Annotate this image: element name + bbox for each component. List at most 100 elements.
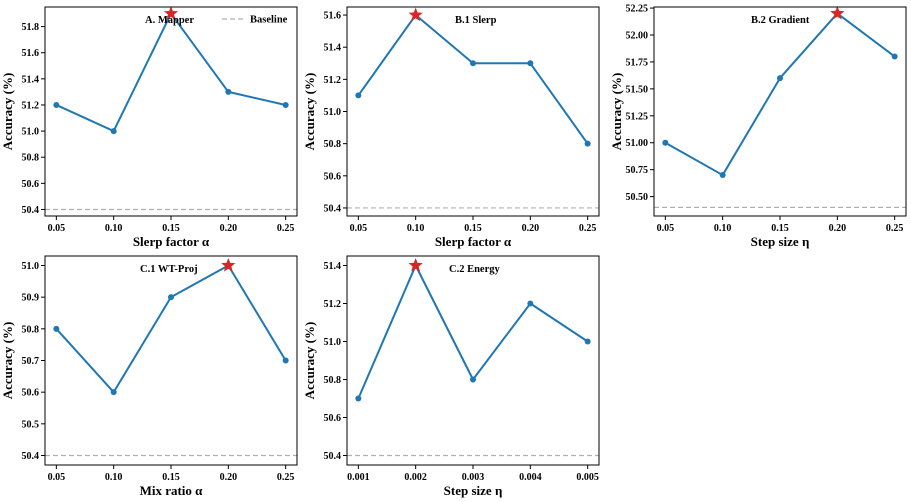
data-point: [891, 53, 898, 60]
x-tick-label: 0.10: [105, 223, 123, 234]
y-tick-label: 50.6: [324, 413, 342, 424]
best-point-star: [408, 7, 423, 22]
x-tick-label: 0.25: [277, 472, 295, 483]
y-axis-label: Accuracy (%): [0, 322, 15, 400]
y-tick-label: 51.0: [22, 127, 40, 138]
data-point: [355, 92, 362, 99]
legend-baseline-label: Baseline: [250, 15, 288, 26]
data-point: [584, 140, 591, 147]
data-point: [53, 101, 60, 108]
x-tick-label: 0.05: [657, 223, 675, 234]
y-tick-label: 51.25: [626, 111, 649, 122]
y-tick-label: 51.0: [324, 107, 342, 118]
x-tick-label: 0.005: [576, 472, 599, 483]
y-tick-label: 51.00: [626, 138, 649, 149]
x-tick-label: 0.20: [829, 223, 847, 234]
x-axis-label: Mix ratio α: [140, 483, 204, 498]
data-point: [470, 376, 476, 383]
chart-panel-2: 50.4 50.6 50.8 51.0 51.2 51.4 51.6 0.05 0.10 0.15…: [302, 6, 600, 249]
data-point: [110, 389, 117, 396]
y-tick-label: 50.8: [324, 375, 342, 386]
chart-panel-1: 50.4 50.6 50.8 51.0 51.2 51.4 51.6 51.8 0.05 0.10…: [0, 6, 298, 249]
x-tick-label: 0.004: [519, 472, 542, 483]
x-tick-label: 0.10: [105, 472, 123, 483]
y-tick-label: 51.8: [22, 22, 40, 33]
x-tick-label: 0.25: [277, 223, 295, 234]
panel-title: B.2 Gradient: [751, 15, 810, 26]
x-tick-label: 0.25: [886, 223, 904, 234]
data-point: [53, 325, 60, 332]
legend: Baseline: [222, 15, 288, 26]
x-tick-label: 0.15: [464, 223, 482, 234]
y-tick-label: 50.9: [22, 293, 40, 304]
y-tick-label: 51.4: [22, 74, 40, 85]
chart-panel-5: 50.4 50.6 50.8 51.0 51.2 51.4 0.001 0.002 0.003 0…: [302, 255, 600, 498]
y-tick-label: 50.50: [626, 192, 649, 203]
data-point: [470, 60, 476, 67]
y-tick-label: 51.6: [324, 11, 342, 22]
y-axis-label: Accuracy (%): [302, 322, 317, 400]
y-tick-label: 50.8: [324, 139, 342, 150]
panel-title: C.1 WT-Proj: [140, 264, 198, 275]
y-tick-label: 50.4: [22, 451, 40, 462]
y-tick-label: 50.8: [22, 324, 40, 335]
plot-frame: [346, 255, 600, 466]
y-tick-label: 50.4: [324, 203, 342, 214]
best-point-star: [408, 258, 423, 272]
plot-frame: [44, 6, 298, 217]
x-tick-label: 0.003: [462, 472, 485, 483]
x-tick-label: 0.20: [522, 223, 540, 234]
x-tick-label: 0.001: [347, 472, 370, 483]
y-tick-label: 50.5: [22, 419, 40, 430]
data-point: [282, 101, 289, 108]
x-tick-label: 0.10: [714, 223, 732, 234]
plot-frame: [653, 6, 907, 217]
y-tick-label: 51.0: [324, 337, 342, 348]
y-tick-label: 50.75: [626, 165, 649, 176]
data-point: [777, 75, 783, 82]
y-axis-label: Accuracy (%): [609, 73, 624, 151]
y-tick-label: 50.4: [324, 451, 342, 462]
y-tick-label: 50.7: [22, 356, 40, 367]
data-point: [168, 294, 174, 301]
x-tick-label: 0.15: [162, 223, 180, 234]
x-axis-label: Slerp factor α: [435, 234, 512, 249]
x-axis-label: Step size η: [751, 234, 810, 249]
x-tick-label: 0.25: [579, 223, 597, 234]
y-tick-label: 51.2: [22, 100, 40, 111]
x-tick-label: 0.05: [350, 223, 368, 234]
x-axis-label: Step size η: [444, 483, 503, 498]
y-tick-label: 52.25: [626, 4, 649, 15]
x-tick-label: 0.002: [404, 472, 427, 483]
y-tick-label: 50.6: [22, 388, 40, 399]
y-tick-label: 50.6: [22, 179, 40, 190]
best-point-star: [830, 5, 845, 20]
data-point: [662, 139, 669, 146]
x-axis-label: Slerp factor α: [133, 234, 210, 249]
data-point: [527, 60, 534, 67]
x-tick-label: 0.20: [220, 223, 238, 234]
data-point: [719, 172, 726, 179]
data-point: [584, 338, 591, 345]
y-tick-label: 51.6: [22, 48, 40, 59]
panel-title: B.1 Slerp: [455, 15, 497, 26]
y-axis-label: Accuracy (%): [302, 73, 317, 151]
y-tick-label: 50.8: [22, 153, 40, 164]
x-tick-label: 0.05: [48, 223, 66, 234]
y-tick-label: 51.2: [324, 299, 342, 310]
x-tick-label: 0.15: [771, 223, 789, 234]
chart-panel-3: 50.50 50.75 51.00 51.25 51.50 51.75 52.00 52.25…: [609, 4, 907, 249]
data-point: [282, 357, 289, 364]
y-tick-label: 51.4: [324, 261, 342, 272]
data-point: [355, 395, 362, 402]
best-point-star: [221, 258, 236, 272]
y-tick-label: 50.6: [324, 171, 342, 182]
plot-frame: [44, 255, 298, 466]
x-tick-label: 0.05: [48, 472, 66, 483]
data-point: [225, 88, 232, 95]
series-line: [55, 264, 287, 394]
series-line: [55, 12, 286, 133]
series-line: [357, 14, 589, 145]
